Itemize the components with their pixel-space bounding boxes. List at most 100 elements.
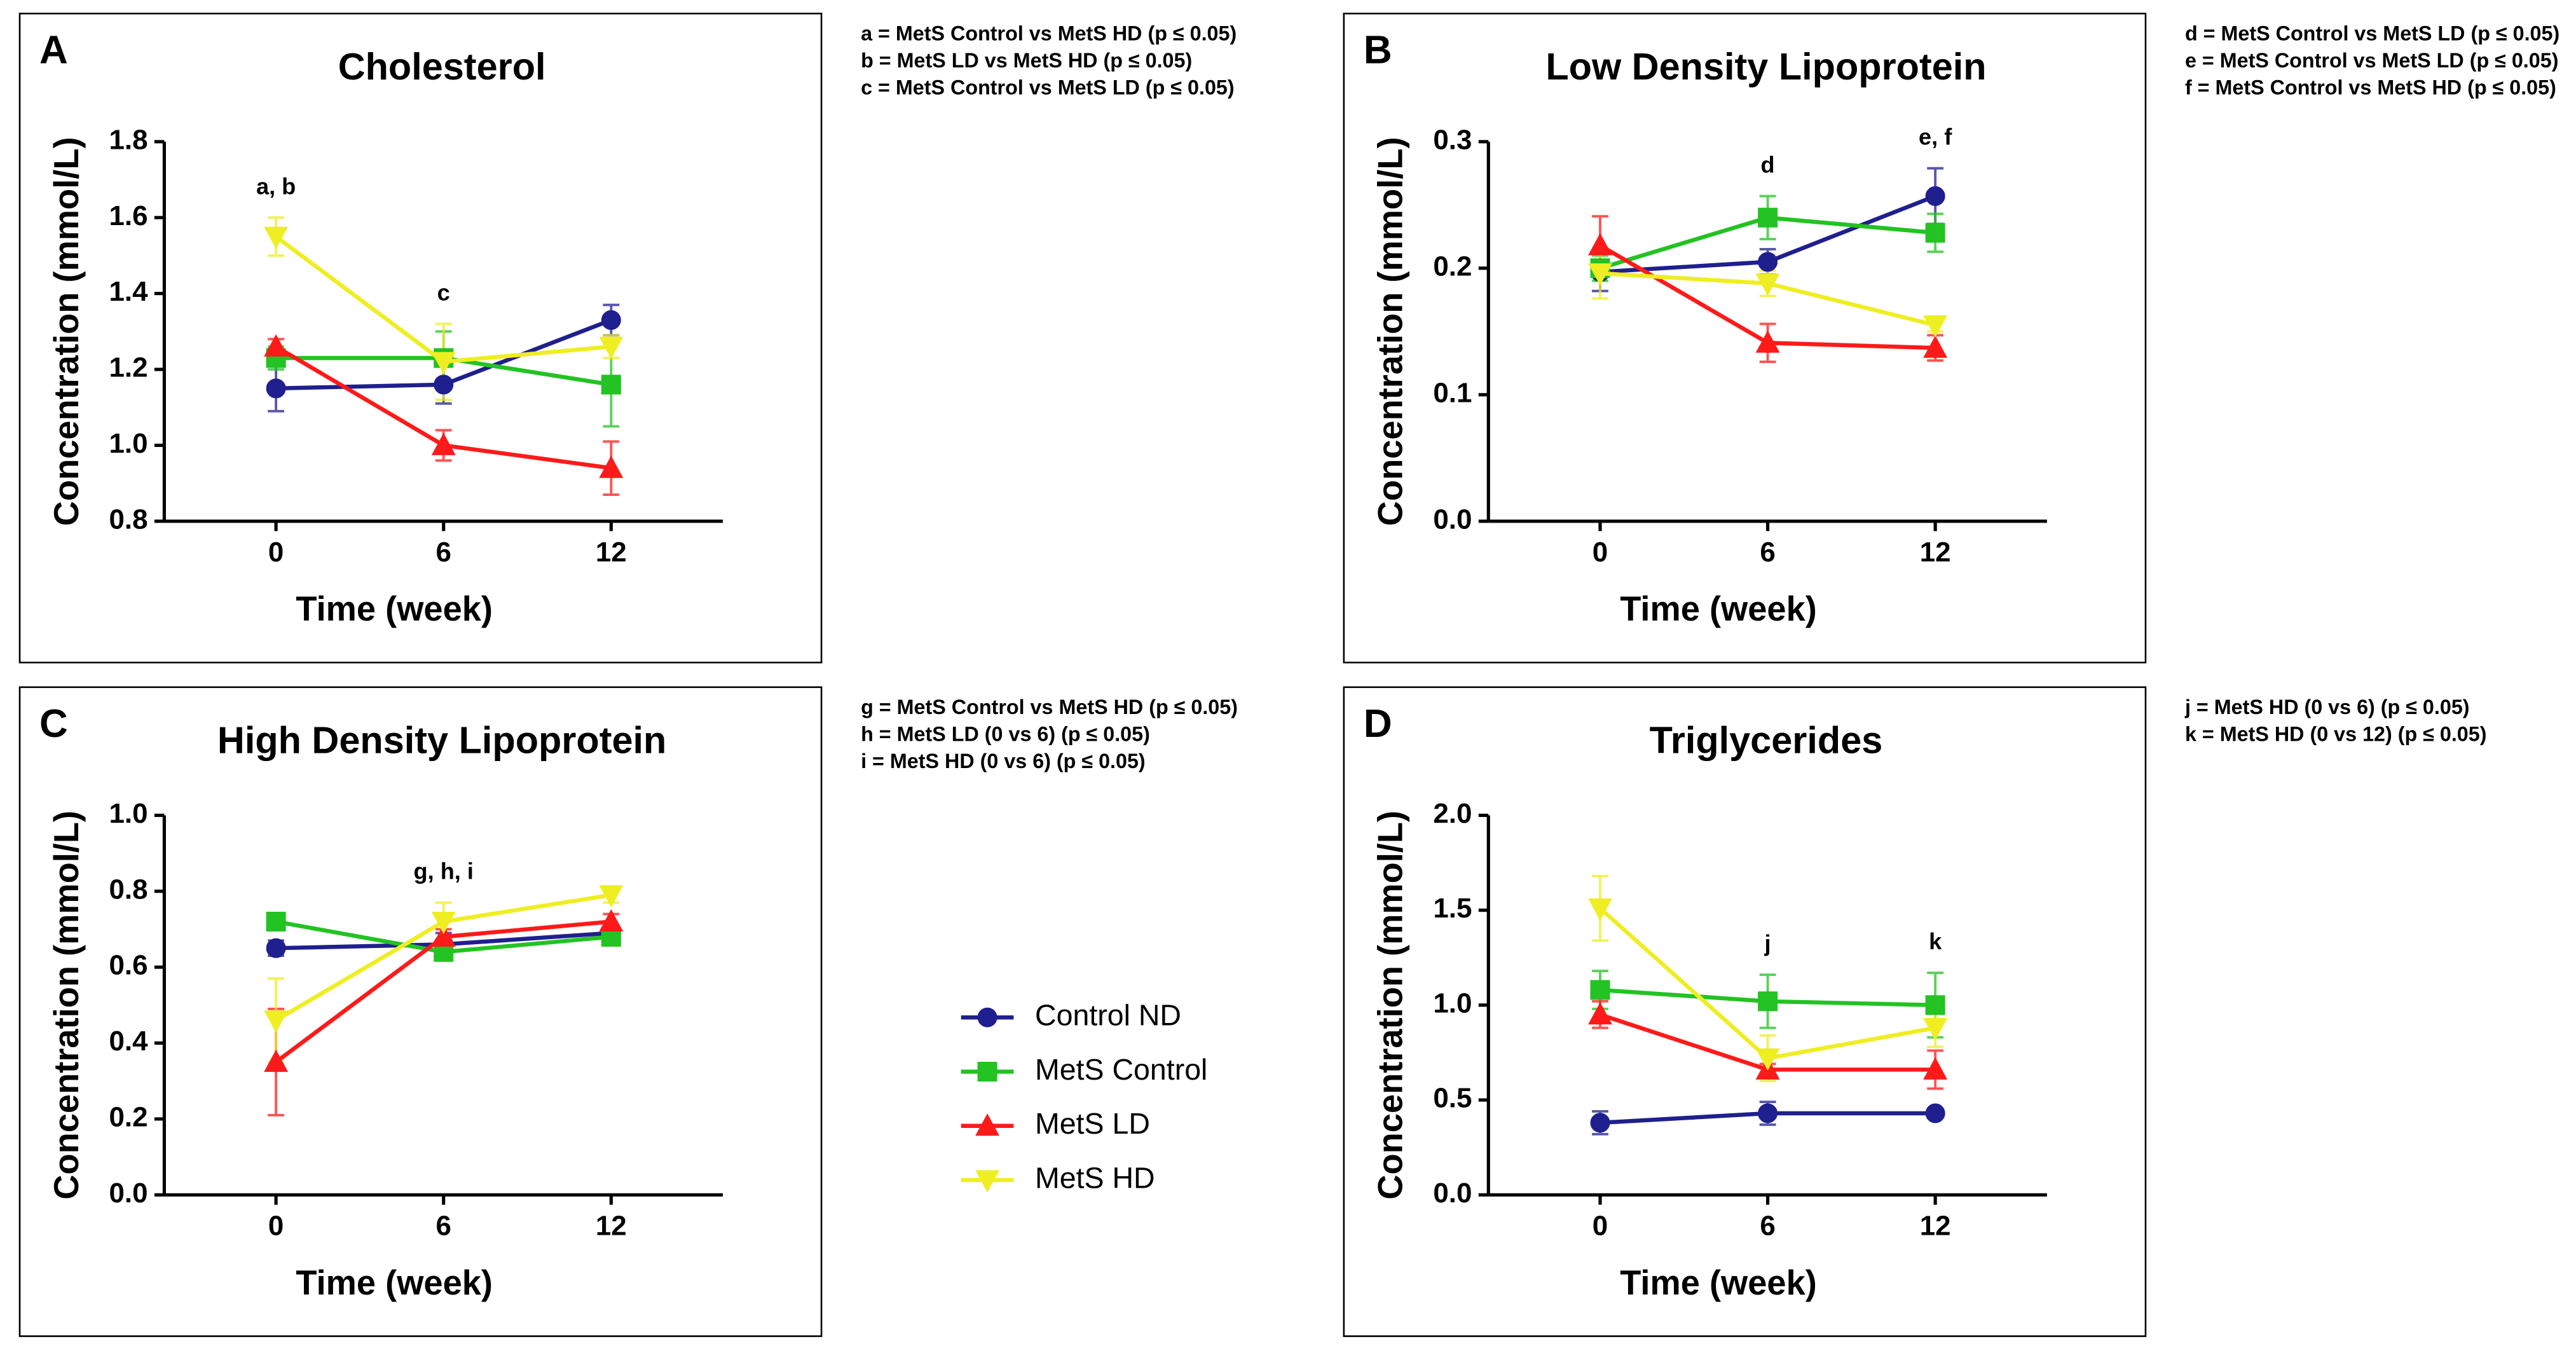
legend-marker xyxy=(975,1170,1000,1193)
marker xyxy=(1758,207,1778,228)
marker xyxy=(1758,252,1778,272)
x-axis-title: Time (week) xyxy=(1620,1264,1817,1302)
y-axis-title: Concentration (mmol/L) xyxy=(1372,811,1410,1200)
x-tick-label: 12 xyxy=(596,1211,627,1242)
marker xyxy=(264,334,289,357)
marker xyxy=(434,374,454,395)
x-tick-label: 12 xyxy=(1920,1211,1951,1242)
chart-title: Triglycerides xyxy=(1650,718,1883,761)
marker xyxy=(431,432,456,455)
marker xyxy=(264,1010,289,1033)
y-tick-label: 1.0 xyxy=(109,798,148,829)
annotation: c xyxy=(437,279,450,305)
legend-marker xyxy=(975,1113,1000,1136)
marker xyxy=(1923,335,1948,358)
y-tick-label: 0.8 xyxy=(109,874,148,905)
y-tick-label: 0.8 xyxy=(109,504,148,535)
footnote: g = MetS Control vs MetS HD (p ≤ 0.05) xyxy=(861,696,1238,718)
y-tick-label: 0.6 xyxy=(109,950,148,981)
footnote: j = MetS HD (0 vs 6) (p ≤ 0.05) xyxy=(2184,696,2470,718)
y-tick-label: 0.2 xyxy=(109,1102,148,1133)
marker xyxy=(1758,991,1778,1012)
marker xyxy=(1925,995,1945,1015)
legend-marker xyxy=(975,1170,1000,1193)
marker xyxy=(264,226,289,249)
footnote: i = MetS HD (0 vs 6) (p ≤ 0.05) xyxy=(861,750,1146,773)
chart-title: Low Density Lipoprotein xyxy=(1545,45,1986,88)
chart-title: Cholesterol xyxy=(338,45,546,88)
y-tick-label: 1.0 xyxy=(109,428,148,459)
chart-panel: D Triglycerides 0.0 0.5 1.0 1.5 2.0 0 6 12 Time (w… xyxy=(1343,686,2487,1337)
chart-title: High Density Lipoprotein xyxy=(217,718,666,761)
y-tick-label: 0.0 xyxy=(1433,504,1472,535)
panel-frame xyxy=(18,12,823,664)
footnote: d = MetS Control vs MetS LD (p ≤ 0.05) xyxy=(2185,22,2559,45)
panel-letter: B xyxy=(1364,29,1392,72)
marker xyxy=(1925,223,1945,243)
y-tick-label: 0.5 xyxy=(1433,1083,1472,1114)
x-tick-label: 0 xyxy=(1593,537,1608,568)
marker xyxy=(601,374,621,395)
footnote: c = MetS Control vs MetS LD (p ≤ 0.05) xyxy=(861,76,1235,99)
marker xyxy=(266,938,286,958)
chart-panel: B Low Density Lipoprotein 0.0 0.1 0.2 0.3 0 6 12… xyxy=(1343,12,2559,664)
x-axis-title: Time (week) xyxy=(1620,590,1817,628)
x-tick-label: 12 xyxy=(1920,537,1951,568)
panel-letter: C xyxy=(39,702,68,746)
y-tick-label: 0.1 xyxy=(1433,377,1472,408)
marker xyxy=(431,912,456,935)
marker xyxy=(1588,1002,1612,1025)
marker xyxy=(599,885,624,908)
annotation: a, b xyxy=(256,173,296,199)
marker xyxy=(1758,1103,1778,1123)
y-tick-label: 0.2 xyxy=(1433,251,1472,282)
y-axis-title: Concentration (mmol/L) xyxy=(48,811,86,1200)
marker xyxy=(431,352,456,374)
marker xyxy=(1925,1103,1945,1123)
legend-marker xyxy=(977,1007,997,1027)
chart-panel: A Cholesterol 0.8 1.0 1.2 1.4 1.6 1.8 0 6 12 Time (… xyxy=(18,12,1237,664)
annotation: k xyxy=(1929,928,1942,954)
annotation: e, f xyxy=(1919,124,1952,150)
marker xyxy=(1925,186,1945,206)
y-tick-label: 0.4 xyxy=(109,1026,149,1057)
y-axis-title: Concentration (mmol/L) xyxy=(48,137,86,526)
marker xyxy=(1923,1057,1948,1080)
y-tick-label: 1.5 xyxy=(1433,893,1472,924)
legend-marker xyxy=(977,1061,997,1082)
marker xyxy=(599,336,624,359)
legend: Control ND MetS Control MetS LD MetS HD xyxy=(961,998,1207,1194)
panel-letter: D xyxy=(1364,702,1392,746)
marker xyxy=(266,378,286,399)
y-tick-label: 1.8 xyxy=(109,124,148,155)
marker xyxy=(1755,330,1780,353)
panel-frame xyxy=(1343,12,2147,664)
marker xyxy=(1755,273,1780,296)
footnote: b = MetS LD vs MetS HD (p ≤ 0.05) xyxy=(861,49,1192,72)
marker xyxy=(264,1049,289,1072)
x-tick-label: 0 xyxy=(268,1211,284,1242)
footnote: k = MetS HD (0 vs 12) (p ≤ 0.05) xyxy=(2185,723,2487,746)
footnote: a = MetS Control vs MetS HD (p ≤ 0.05) xyxy=(861,22,1237,45)
marker xyxy=(1588,263,1612,286)
marker xyxy=(1588,233,1612,256)
legend-marker xyxy=(975,1113,1000,1136)
footnote: e = MetS Control vs MetS LD (p ≤ 0.05) xyxy=(2185,49,2559,72)
legend-label: Control ND xyxy=(1035,998,1181,1031)
annotation: d xyxy=(1761,151,1775,177)
y-tick-label: 0.0 xyxy=(1433,1178,1472,1209)
marker xyxy=(599,909,624,932)
y-tick-label: 2.0 xyxy=(1433,798,1472,829)
marker xyxy=(1590,980,1610,1000)
x-tick-label: 0 xyxy=(268,537,284,568)
marker xyxy=(1588,898,1612,921)
legend-marker xyxy=(977,1007,997,1027)
legend-label: MetS HD xyxy=(1035,1161,1155,1194)
y-tick-label: 0.0 xyxy=(109,1178,148,1209)
footnote: h = MetS LD (0 vs 6) (p ≤ 0.05) xyxy=(861,723,1150,746)
x-axis-title: Time (week) xyxy=(296,590,493,628)
annotation: j xyxy=(1764,930,1771,956)
y-axis-title: Concentration (mmol/L) xyxy=(1372,137,1410,526)
x-tick-label: 6 xyxy=(436,1211,451,1242)
